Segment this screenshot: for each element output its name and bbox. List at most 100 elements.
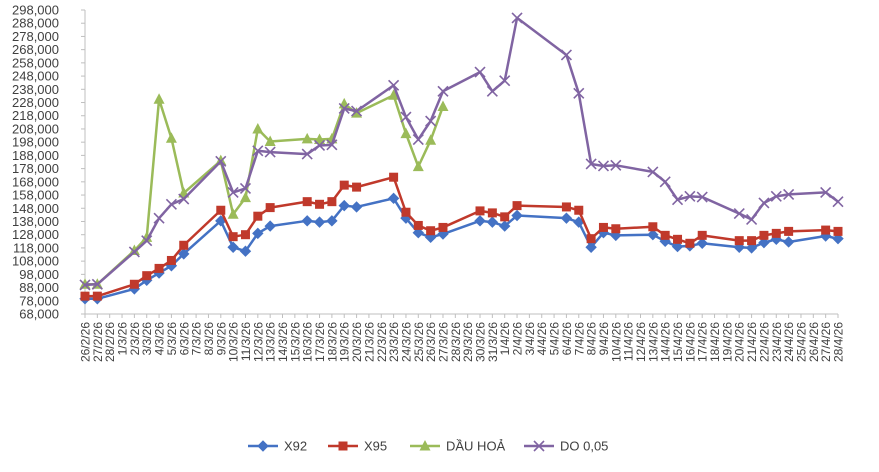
data-point-marker: [671, 240, 684, 253]
x-tick-label: 8/4/26: [585, 322, 599, 356]
x-tick-label: 26/3/26: [424, 322, 438, 362]
x-tick-label: 22/3/26: [375, 322, 389, 362]
x-tick-label: 17/4/26: [696, 322, 710, 362]
data-point-marker: [264, 135, 276, 147]
marker-stroke: [388, 79, 400, 91]
marker-stroke: [585, 158, 597, 170]
x-tick-label: 10/3/26: [227, 322, 241, 362]
data-point-marker: [179, 240, 189, 250]
data-point-marker: [228, 232, 238, 242]
data-point-marker: [389, 172, 399, 182]
marker-stroke: [499, 75, 511, 87]
x-tick-label: 24/3/26: [399, 322, 413, 362]
y-tick-label: 218,000: [12, 108, 59, 123]
marker-stroke: [486, 85, 498, 97]
data-point-marker: [313, 216, 326, 228]
data-point-marker: [438, 222, 448, 232]
data-point-marker: [426, 226, 436, 236]
data-point-marker: [425, 134, 437, 145]
data-point-marker: [128, 246, 140, 258]
data-point-marker: [747, 236, 757, 246]
data-point-marker: [129, 279, 139, 289]
data-point-marker: [696, 191, 708, 203]
x-tick-label: 14/3/26: [276, 322, 290, 362]
x-tick-label: 20/3/26: [350, 322, 364, 362]
x-tick-label: 7/4/26: [572, 322, 586, 356]
data-point-marker: [128, 244, 140, 256]
y-tick-label: 228,000: [12, 95, 59, 110]
data-point-marker: [586, 234, 596, 244]
data-point-marker: [412, 160, 424, 172]
x-tick-label: 14/4/26: [659, 322, 673, 362]
data-point-marker: [610, 159, 622, 171]
marker-stroke: [733, 207, 745, 220]
marker-stroke: [533, 440, 545, 452]
data-point-marker: [758, 236, 770, 249]
data-point-marker: [560, 212, 573, 224]
y-tick-label: 88,000: [19, 280, 59, 295]
data-point-marker: [474, 215, 486, 227]
marker-stroke: [511, 12, 523, 24]
data-point-marker: [573, 87, 585, 99]
marker-stroke: [91, 278, 103, 290]
data-point-marker: [585, 158, 597, 170]
x-tick-label: 18/4/26: [708, 322, 722, 362]
data-point-marker: [165, 198, 177, 210]
data-point-marker: [350, 201, 363, 213]
x-tick-label: 21/3/26: [362, 322, 376, 362]
data-point-marker: [239, 245, 252, 257]
data-point-marker: [252, 227, 264, 240]
data-point-marker: [92, 291, 102, 301]
data-point-marker: [252, 122, 264, 134]
data-point-marker: [832, 232, 844, 245]
x-tick-label: 1/4/26: [498, 322, 512, 356]
y-tick-label: 238,000: [12, 82, 59, 97]
x-tick-label: 5/3/26: [165, 322, 179, 356]
y-tick-label: 278,000: [12, 29, 59, 44]
data-point-marker: [253, 211, 263, 221]
data-point-marker: [301, 215, 313, 227]
y-tick-label: 168,000: [12, 174, 59, 189]
x-tick-label: 27/4/26: [819, 322, 833, 362]
data-point-marker: [437, 100, 449, 111]
data-point-marker: [326, 132, 338, 144]
data-point-marker: [338, 102, 350, 115]
data-point-marker: [327, 197, 337, 207]
series-dau-hoa: [79, 89, 449, 289]
marker-stroke: [351, 105, 363, 117]
data-point-marker: [647, 166, 659, 178]
data-point-marker: [611, 224, 621, 234]
x-tick-label: 9/3/26: [214, 322, 228, 356]
data-point-marker: [784, 226, 794, 236]
data-point-marker: [512, 201, 522, 211]
marker-stroke: [425, 115, 437, 127]
axes: 68,00078,00088,00098,000108,000118,00012…: [12, 3, 846, 363]
marker-stroke: [400, 111, 412, 123]
marker-stroke: [313, 139, 326, 152]
data-point-marker: [511, 12, 523, 24]
data-point-marker: [782, 236, 795, 248]
data-point-marker: [498, 220, 511, 232]
data-point-marker: [833, 226, 843, 236]
data-point-marker: [832, 196, 844, 208]
data-point-marker: [499, 75, 511, 87]
y-tick-label: 98,000: [19, 267, 59, 282]
legend-item: DẦU HOẢ: [410, 439, 506, 454]
marker-stroke: [437, 85, 449, 97]
data-point-marker: [264, 146, 276, 158]
y-tick-label: 158,000: [12, 188, 59, 203]
marker-stroke: [301, 148, 313, 160]
marker-stroke: [610, 159, 622, 171]
marker-stroke: [165, 198, 177, 210]
y-tick-label: 78,000: [19, 293, 59, 308]
y-tick-label: 108,000: [12, 254, 59, 269]
x-tick-label: 19/4/26: [720, 322, 734, 362]
data-point-marker: [326, 215, 338, 227]
data-point-marker: [820, 186, 832, 198]
marker-stroke: [684, 190, 696, 202]
marker-stroke: [820, 186, 832, 198]
x-tick-label: 4/3/26: [153, 322, 167, 356]
x-tick-label: 13/3/26: [264, 322, 278, 362]
